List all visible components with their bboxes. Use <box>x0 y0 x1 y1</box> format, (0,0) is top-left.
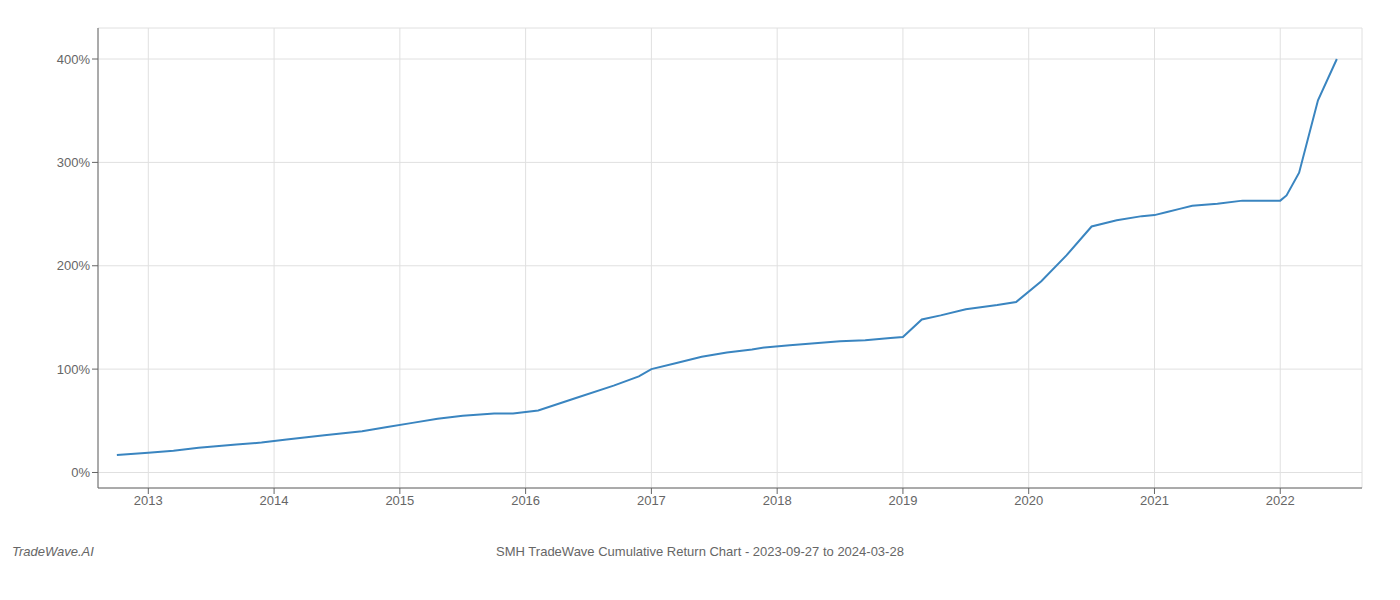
html-text:SMH TradeWave Cumulative Retur: SMH TradeWave Cumulative Return Chart - … <box>496 544 904 559</box>
svg-text:2015: 2015 <box>385 493 414 508</box>
svg-text:2020: 2020 <box>1014 493 1043 508</box>
svg-text:2013: 2013 <box>134 493 163 508</box>
html-text:TradeWave.AI: TradeWave.AI <box>12 544 94 559</box>
svg-text:2016: 2016 <box>511 493 540 508</box>
svg-text:2018: 2018 <box>763 493 792 508</box>
svg-text:0%: 0% <box>71 465 90 480</box>
svg-text:2019: 2019 <box>888 493 917 508</box>
svg-text:2022: 2022 <box>1266 493 1295 508</box>
svg-text:400%: 400% <box>57 52 91 67</box>
svg-text:2021: 2021 <box>1140 493 1169 508</box>
svg-text:2014: 2014 <box>260 493 289 508</box>
svg-text:200%: 200% <box>57 258 91 273</box>
svg-text:300%: 300% <box>57 155 91 170</box>
svg-text:100%: 100% <box>57 362 91 377</box>
svg-text:2017: 2017 <box>637 493 666 508</box>
